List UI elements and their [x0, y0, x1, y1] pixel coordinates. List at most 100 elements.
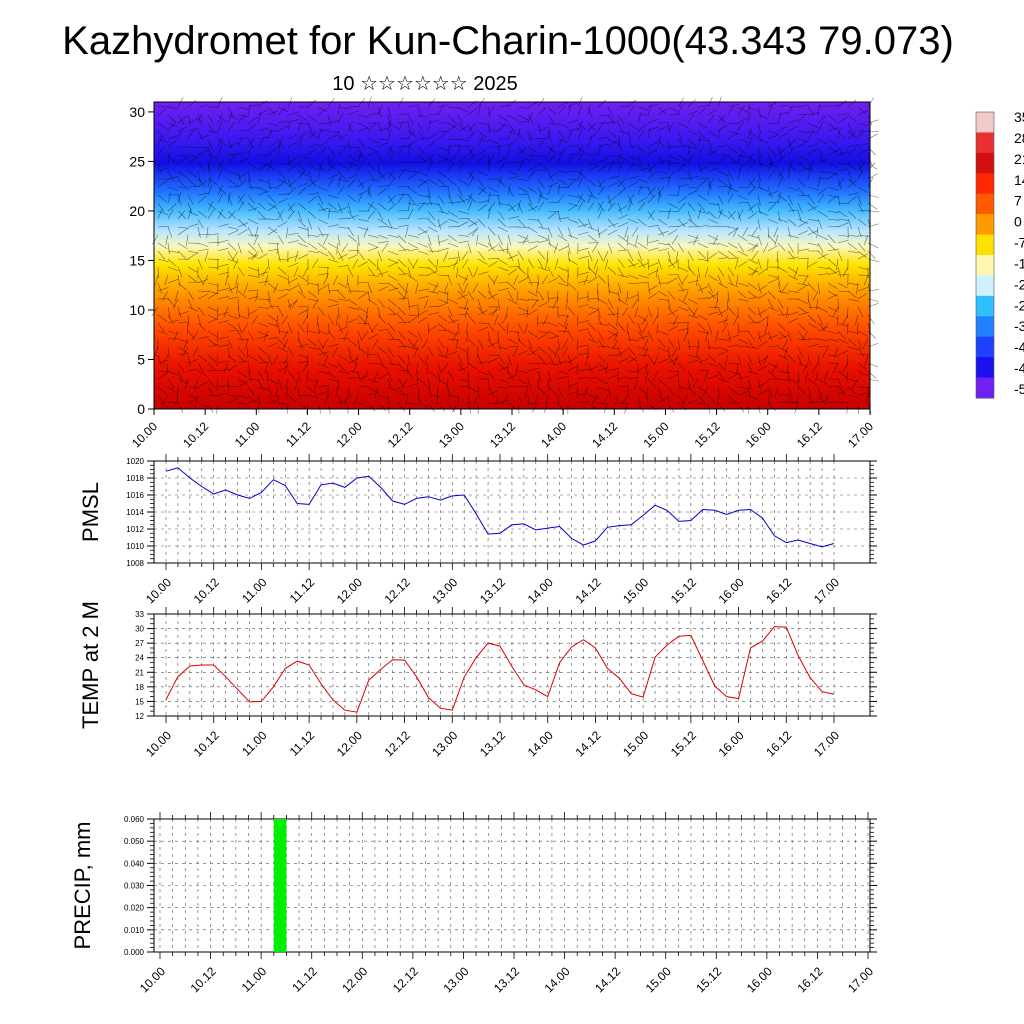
wind-barb — [167, 122, 176, 132]
wind-barb — [557, 184, 561, 196]
wind-barb — [197, 170, 201, 182]
wind-barb — [237, 402, 249, 406]
wind-barb — [555, 346, 559, 358]
wind-barb — [267, 342, 279, 348]
wind-barb — [751, 250, 759, 261]
wind-barb — [187, 290, 195, 301]
wind-barb — [557, 226, 564, 237]
wind-barb — [233, 258, 239, 270]
wind-barb — [707, 218, 719, 224]
wind-barb — [747, 290, 757, 299]
wind-barb — [597, 250, 604, 262]
wind-barb — [827, 170, 839, 176]
wind-barb — [856, 322, 859, 335]
wind-barb — [567, 354, 572, 366]
wind-barb — [767, 130, 779, 135]
wind-barb — [497, 288, 509, 292]
wind-barb — [557, 138, 569, 143]
wind-barb — [287, 232, 299, 236]
colorbar-label: 7 — [1014, 193, 1022, 209]
wind-barb — [747, 245, 758, 252]
wind-barb — [387, 370, 392, 382]
wind-barb — [617, 154, 628, 162]
wind-barb — [657, 106, 667, 115]
wind-barb — [397, 386, 406, 396]
wind-barb — [297, 290, 307, 299]
wind-barb — [577, 152, 583, 164]
wind-barb — [727, 362, 739, 365]
wind-barb — [337, 290, 346, 300]
wind-barb — [307, 218, 313, 230]
wind-barb — [837, 386, 847, 395]
wind-barb — [607, 218, 616, 228]
x-tick-label: 12.12 — [390, 964, 421, 995]
wind-barb — [787, 386, 793, 398]
x-tick-label: 12.12 — [382, 575, 413, 606]
wind-barb — [287, 156, 298, 164]
wind-barb — [617, 274, 629, 278]
wind-barb — [415, 362, 419, 374]
wind-barb — [477, 178, 485, 189]
wind-barb — [397, 121, 404, 132]
wind-barb — [527, 153, 534, 164]
wind-barb — [607, 229, 618, 236]
wind-barb — [387, 282, 398, 290]
wind-barb — [257, 137, 265, 148]
wind-barb — [417, 386, 420, 398]
wind-barb — [517, 147, 527, 156]
wind-barb — [207, 202, 217, 211]
wind-barb — [267, 290, 271, 302]
wind-barb — [817, 306, 828, 313]
wind-barb — [237, 172, 248, 180]
wind-barb — [546, 250, 549, 262]
wind-barb — [677, 282, 685, 293]
wind-barb — [177, 194, 182, 206]
wind-barb — [277, 394, 280, 406]
wind-barb — [467, 170, 476, 180]
wind-barb — [407, 105, 419, 108]
wind-barb — [817, 121, 824, 132]
wind-barb — [647, 354, 655, 365]
wind-barb — [317, 194, 324, 205]
wind-barb — [317, 218, 328, 225]
wind-barb — [257, 306, 269, 309]
wind-barb — [827, 401, 839, 404]
y-tick-label: 30 — [135, 625, 144, 634]
wind-barb — [227, 364, 238, 372]
wind-barb — [727, 146, 738, 154]
wind-barb — [616, 314, 619, 326]
wind-barb — [767, 386, 773, 398]
wind-barb — [547, 277, 558, 284]
wind-barb — [737, 138, 749, 143]
wind-barb — [707, 354, 717, 363]
wind-barb — [727, 105, 735, 116]
wind-barb — [447, 106, 459, 109]
wind-barb — [321, 338, 329, 349]
wind-barb — [577, 393, 589, 396]
wind-barb — [617, 266, 624, 277]
wind-barb — [167, 338, 180, 340]
wind-barb — [187, 146, 200, 149]
wind-barb — [795, 394, 799, 406]
wind-barb — [413, 346, 419, 358]
x-tick-label: 10.12 — [191, 575, 222, 606]
wind-barb — [797, 114, 806, 124]
wind-barb — [817, 234, 829, 241]
wind-barb — [247, 354, 258, 362]
wind-barb — [727, 184, 732, 196]
wind-barb — [507, 322, 509, 335]
wind-barb — [377, 328, 389, 332]
wind-barb — [787, 317, 799, 324]
x-tick-label: 14.00 — [525, 728, 556, 759]
wind-barb — [275, 386, 279, 398]
colorbar-label: -56 — [1014, 381, 1024, 397]
wind-barb — [407, 170, 419, 173]
wind-barb — [777, 170, 785, 180]
wind-barb — [767, 298, 774, 309]
wind-barb — [717, 386, 721, 398]
wind-barb — [507, 216, 519, 220]
wind-barb — [361, 330, 369, 341]
wind-barb — [197, 180, 208, 188]
wind-barb — [277, 209, 284, 220]
wind-barb — [657, 192, 661, 204]
